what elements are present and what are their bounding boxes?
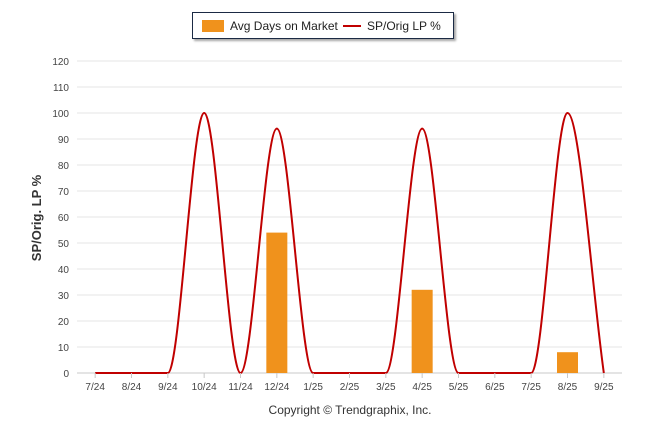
y-tick-label: 120 bbox=[52, 57, 69, 68]
x-tick-label: 1/25 bbox=[303, 382, 323, 393]
y-tick-label: 60 bbox=[58, 213, 70, 224]
y-tick-label: 70 bbox=[58, 187, 70, 198]
y-tick-label: 40 bbox=[58, 265, 70, 276]
legend-item-bar[interactable]: Avg Days on Market bbox=[202, 13, 338, 38]
y-tick-label: 0 bbox=[63, 369, 69, 380]
x-tick-label: 4/25 bbox=[412, 382, 432, 393]
x-tick-label: 12/24 bbox=[264, 382, 289, 393]
y-tick-label: 20 bbox=[58, 317, 70, 328]
y-tick-label: 90 bbox=[58, 135, 70, 146]
bar[interactable] bbox=[557, 352, 578, 373]
copyright-footer: Copyright © Trendgraphix, Inc. bbox=[268, 403, 432, 417]
y-axis-title: SP/Orig. LP % bbox=[29, 174, 44, 261]
legend: Avg Days on Market SP/Orig LP % bbox=[192, 12, 454, 39]
legend-bar-label: Avg Days on Market bbox=[230, 18, 338, 33]
x-tick-label: 7/24 bbox=[85, 382, 105, 393]
legend-bar-swatch bbox=[202, 19, 224, 32]
bar-layer bbox=[266, 232, 578, 373]
x-tick-label: 7/25 bbox=[521, 382, 541, 393]
y-tick-label: 30 bbox=[58, 291, 70, 302]
y-tick-label: 100 bbox=[52, 109, 69, 120]
y-tick-label: 50 bbox=[58, 239, 70, 250]
x-tick-label: 11/24 bbox=[228, 382, 253, 393]
y-tick-label: 10 bbox=[58, 343, 70, 354]
x-tick-label: 8/25 bbox=[558, 382, 578, 393]
x-tick-label: 2/25 bbox=[340, 382, 360, 393]
x-tick-label: 6/25 bbox=[485, 382, 505, 393]
axis-layer: 0 10 20 30 40 50 60 70 80 90 100 110 120 7/24 8/24 9/24… bbox=[52, 57, 614, 393]
legend-line-label: SP/Orig LP % bbox=[367, 18, 441, 33]
bar[interactable] bbox=[411, 289, 433, 373]
y-tick-label: 80 bbox=[58, 161, 70, 172]
legend-line-swatch bbox=[343, 24, 361, 27]
x-tick-label: 5/25 bbox=[449, 382, 469, 393]
x-tick-label: 8/24 bbox=[122, 382, 142, 393]
grid-layer bbox=[77, 60, 622, 374]
x-tick-label: 10/24 bbox=[192, 382, 217, 393]
x-tick-label: 9/25 bbox=[594, 382, 614, 393]
bar[interactable] bbox=[266, 232, 288, 373]
x-tick-label: 3/25 bbox=[376, 382, 396, 393]
legend-item-line[interactable]: SP/Orig LP % bbox=[343, 13, 441, 38]
x-tick-label: 9/24 bbox=[158, 382, 178, 393]
y-tick-label: 110 bbox=[53, 83, 69, 94]
